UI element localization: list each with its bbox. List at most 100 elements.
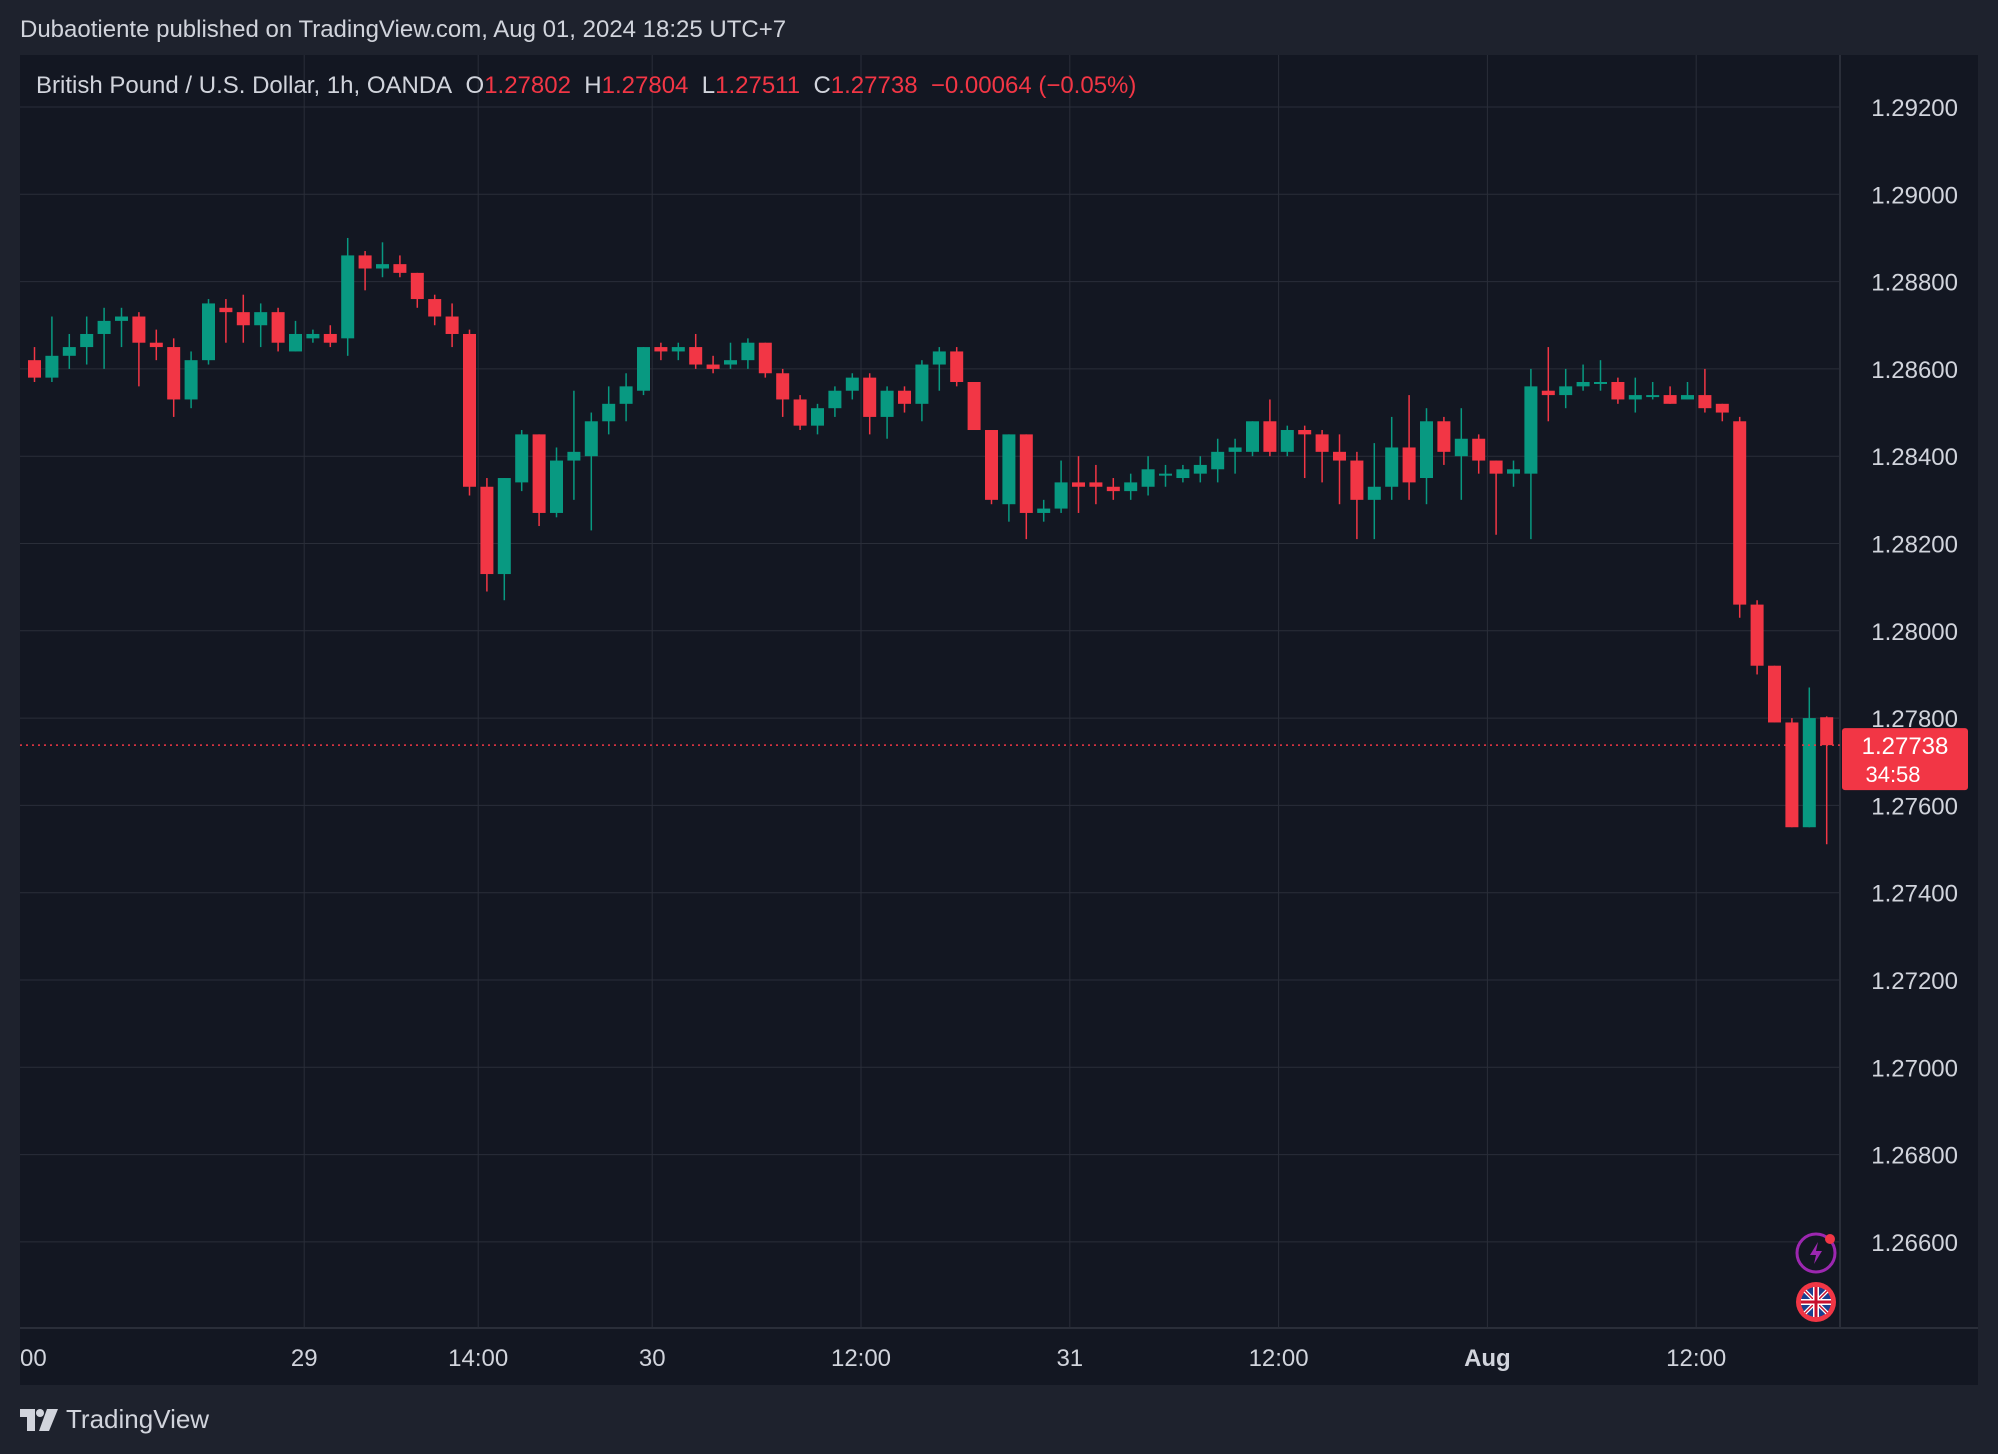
high-value: 1.27804 bbox=[601, 72, 689, 99]
candle bbox=[671, 342, 685, 361]
candle-body bbox=[1820, 717, 1834, 746]
candle-body bbox=[845, 377, 859, 391]
price-tick-label: 1.26800 bbox=[1871, 1143, 1958, 1170]
candle-body bbox=[323, 333, 337, 343]
candle-body bbox=[1524, 386, 1538, 474]
time-tick-label: 00 bbox=[20, 1345, 47, 1372]
candle bbox=[1681, 381, 1694, 400]
candle bbox=[289, 320, 302, 352]
candle bbox=[1124, 473, 1138, 500]
candle-body bbox=[863, 377, 877, 417]
candle bbox=[1141, 456, 1155, 496]
candle bbox=[1298, 425, 1312, 479]
candle bbox=[202, 299, 215, 365]
candle bbox=[828, 386, 842, 417]
candle-body bbox=[1037, 508, 1051, 513]
candle bbox=[1385, 416, 1399, 500]
candle bbox=[1193, 456, 1207, 483]
candle bbox=[80, 316, 94, 365]
price-tick-label: 1.28800 bbox=[1871, 270, 1958, 297]
symbol-name[interactable]: British Pound / U.S. Dollar, 1h, OANDA bbox=[36, 72, 453, 99]
price-tick-label: 1.28600 bbox=[1871, 357, 1958, 384]
candle-body bbox=[1176, 469, 1190, 479]
candle bbox=[1663, 386, 1677, 404]
candle bbox=[602, 386, 616, 435]
candle bbox=[776, 368, 790, 417]
candle bbox=[1211, 438, 1225, 483]
candle-body bbox=[724, 360, 737, 365]
publisher-caption: Dubaotiente published on TradingView.com… bbox=[20, 16, 787, 43]
candle bbox=[97, 307, 111, 369]
candle-body bbox=[1246, 421, 1259, 452]
plot-background bbox=[20, 55, 1978, 1385]
price-tick-label: 1.27600 bbox=[1871, 793, 1958, 820]
candle-body bbox=[619, 386, 633, 404]
candle bbox=[1280, 425, 1294, 457]
candle-body bbox=[1019, 434, 1033, 513]
candle-body bbox=[985, 430, 998, 500]
candle-body bbox=[793, 399, 807, 426]
candle bbox=[1472, 434, 1486, 474]
candle bbox=[1698, 368, 1712, 413]
candle bbox=[1646, 381, 1660, 400]
candle bbox=[515, 430, 529, 492]
candle-body bbox=[236, 312, 250, 326]
candle-body bbox=[1594, 381, 1607, 384]
candle bbox=[550, 447, 563, 518]
candle-body bbox=[202, 303, 215, 361]
countdown-label: 34:58 bbox=[1865, 762, 1920, 787]
candle-body bbox=[1733, 421, 1747, 605]
candle bbox=[428, 294, 442, 326]
candle-body bbox=[1141, 469, 1155, 487]
candle bbox=[1507, 460, 1520, 487]
candle-body bbox=[1315, 434, 1329, 452]
candle-body bbox=[880, 390, 894, 417]
candle-body bbox=[1785, 722, 1799, 828]
candle-body bbox=[1507, 469, 1520, 474]
candle bbox=[480, 478, 494, 592]
candle-body bbox=[271, 312, 285, 343]
candle bbox=[1263, 399, 1277, 457]
candle-body bbox=[358, 255, 372, 269]
candle-body bbox=[811, 408, 824, 426]
candle-body bbox=[1002, 434, 1016, 505]
candle bbox=[793, 395, 807, 431]
candle bbox=[898, 386, 911, 413]
candle bbox=[149, 329, 163, 361]
candle-body bbox=[1802, 718, 1816, 828]
candle bbox=[236, 294, 250, 343]
time-tick-label: 14:00 bbox=[448, 1345, 508, 1372]
candle bbox=[1072, 456, 1085, 513]
candle-body bbox=[341, 255, 355, 339]
grid-lines bbox=[20, 55, 1840, 1328]
candle bbox=[1089, 464, 1103, 505]
tradingview-logo[interactable]: TradingView bbox=[20, 1404, 209, 1435]
uk-flag-icon[interactable] bbox=[1796, 1282, 1836, 1322]
price-tick-label: 1.28200 bbox=[1871, 532, 1958, 559]
candle-body bbox=[1420, 421, 1433, 479]
candle bbox=[1159, 464, 1172, 487]
lightning-icon[interactable] bbox=[1795, 1232, 1837, 1274]
candle bbox=[1576, 364, 1590, 391]
candle-body bbox=[149, 342, 163, 348]
low-value: 1.27511 bbox=[715, 72, 801, 99]
time-axis[interactable]: 00 29 14:00 30 12:00 31 12:00 Aug 12:00 bbox=[20, 1345, 1726, 1372]
candle-body bbox=[428, 299, 442, 317]
candle bbox=[758, 342, 772, 378]
candle bbox=[323, 325, 337, 348]
price-tick-label: 1.26600 bbox=[1871, 1230, 1958, 1257]
candle bbox=[654, 342, 668, 361]
candle bbox=[706, 355, 720, 374]
candle-body bbox=[898, 390, 911, 404]
change-value: −0.00064 (−0.05%) bbox=[930, 72, 1137, 99]
time-tick-label: 12:00 bbox=[1249, 1345, 1309, 1372]
candle-body bbox=[115, 316, 128, 321]
candle bbox=[1768, 665, 1781, 723]
candle bbox=[445, 303, 459, 348]
brand-name: TradingView bbox=[66, 1404, 210, 1434]
candle bbox=[1315, 430, 1329, 483]
candle-body bbox=[915, 364, 929, 404]
candle bbox=[1106, 478, 1120, 500]
candle bbox=[115, 307, 128, 348]
